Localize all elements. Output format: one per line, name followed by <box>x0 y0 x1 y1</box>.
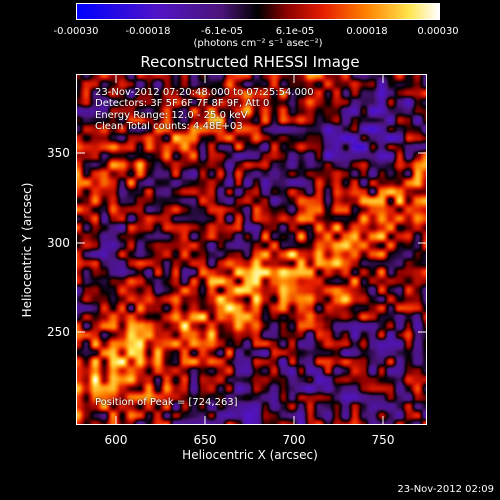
colorbar-tick-label: -0.00030 <box>53 26 99 37</box>
image-title: Reconstructed RHESSI Image <box>140 53 360 71</box>
x-tick-label: 600 <box>104 433 128 447</box>
info-detectors: Detectors: 3F 5F 6F 7F 8F 9F, Att 0 <box>95 98 270 110</box>
info-clean-counts: Clean Total counts: 4.48E+03 <box>95 121 243 133</box>
colorbar <box>76 3 440 20</box>
info-time-range: 23-Nov-2012 07:20:48.000 to 07:25:54.000 <box>95 87 314 98</box>
colorbar-tick-label: 0.00030 <box>417 26 459 37</box>
x-tick-label: 750 <box>371 433 395 447</box>
y-axis-title: Heliocentric Y (arcsec) <box>20 182 34 318</box>
colorbar-units: (photons cm⁻² s⁻¹ asec⁻²) <box>193 38 323 49</box>
colorbar-tick-label: -6.1e-05 <box>201 26 243 37</box>
plot-frame <box>76 74 427 425</box>
peak-position: Position of Peak = [724,263] <box>95 397 238 408</box>
colorbar-tick-label: 6.1e-05 <box>275 26 315 37</box>
y-tick-label: 300 <box>47 236 70 250</box>
x-axis-title: Heliocentric X (arcsec) <box>182 448 318 462</box>
y-tick-label: 250 <box>47 325 70 339</box>
info-energy-range: Energy Range: 12.0 - 25.0 keV <box>95 109 248 121</box>
footer-timestamp: 23-Nov-2012 02:09 <box>397 484 494 495</box>
y-tick-label: 350 <box>47 146 70 160</box>
colorbar-tick-label: 0.00018 <box>346 26 388 37</box>
x-tick-label: 650 <box>193 433 217 447</box>
x-tick-label: 700 <box>282 433 306 447</box>
rhessi-image <box>77 75 426 424</box>
colorbar-tick-label: -0.00018 <box>125 26 171 37</box>
observation-info: 23-Nov-2012 07:20:48.000 to 07:25:54.000… <box>95 87 314 133</box>
